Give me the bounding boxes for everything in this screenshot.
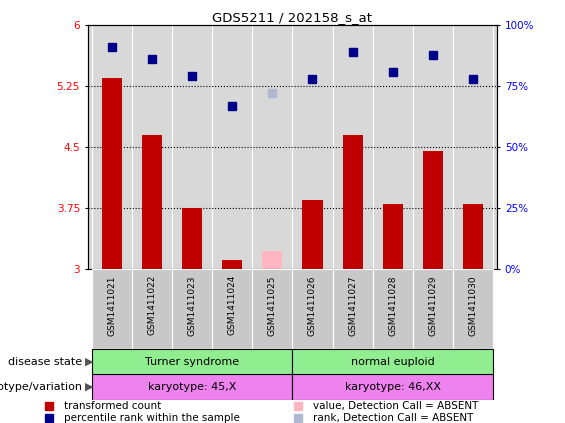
Bar xyxy=(222,261,242,269)
Text: genotype/variation: genotype/variation xyxy=(0,382,82,392)
Text: karyotype: 46,XX: karyotype: 46,XX xyxy=(345,382,441,392)
Bar xyxy=(293,349,493,374)
Text: GSM1411023: GSM1411023 xyxy=(188,275,197,335)
Bar xyxy=(132,269,172,349)
Text: normal euploid: normal euploid xyxy=(351,357,434,367)
Text: ▶: ▶ xyxy=(85,357,93,367)
Bar xyxy=(413,269,453,349)
Bar xyxy=(293,374,493,400)
Title: GDS5211 / 202158_s_at: GDS5211 / 202158_s_at xyxy=(212,11,372,24)
Text: transformed count: transformed count xyxy=(64,401,161,411)
Text: GSM1411022: GSM1411022 xyxy=(147,275,157,335)
Bar xyxy=(172,269,212,349)
Text: GSM1411024: GSM1411024 xyxy=(228,275,237,335)
Bar xyxy=(92,269,132,349)
Bar xyxy=(423,151,443,269)
Text: GSM1411025: GSM1411025 xyxy=(268,275,277,335)
Bar xyxy=(293,269,333,349)
Bar xyxy=(302,200,323,269)
Bar xyxy=(463,204,483,269)
Text: GSM1411028: GSM1411028 xyxy=(388,275,397,335)
Bar xyxy=(212,269,252,349)
Bar xyxy=(142,135,162,269)
Bar xyxy=(383,204,403,269)
Text: Turner syndrome: Turner syndrome xyxy=(145,357,239,367)
Bar xyxy=(262,251,282,269)
Text: GSM1411026: GSM1411026 xyxy=(308,275,317,335)
Text: disease state: disease state xyxy=(8,357,82,367)
Bar xyxy=(453,269,493,349)
Text: rank, Detection Call = ABSENT: rank, Detection Call = ABSENT xyxy=(313,413,473,423)
Bar xyxy=(92,349,293,374)
Text: percentile rank within the sample: percentile rank within the sample xyxy=(64,413,240,423)
Bar xyxy=(333,269,373,349)
Text: karyotype: 45,X: karyotype: 45,X xyxy=(148,382,236,392)
Text: ▶: ▶ xyxy=(85,382,93,392)
Bar xyxy=(252,269,293,349)
Text: GSM1411027: GSM1411027 xyxy=(348,275,357,335)
Text: GSM1411021: GSM1411021 xyxy=(107,275,116,335)
Bar xyxy=(102,78,121,269)
Text: GSM1411029: GSM1411029 xyxy=(428,275,437,335)
Bar xyxy=(182,208,202,269)
Bar xyxy=(92,374,293,400)
Text: value, Detection Call = ABSENT: value, Detection Call = ABSENT xyxy=(313,401,479,411)
Text: GSM1411030: GSM1411030 xyxy=(468,275,477,336)
Bar xyxy=(342,135,363,269)
Bar xyxy=(373,269,413,349)
